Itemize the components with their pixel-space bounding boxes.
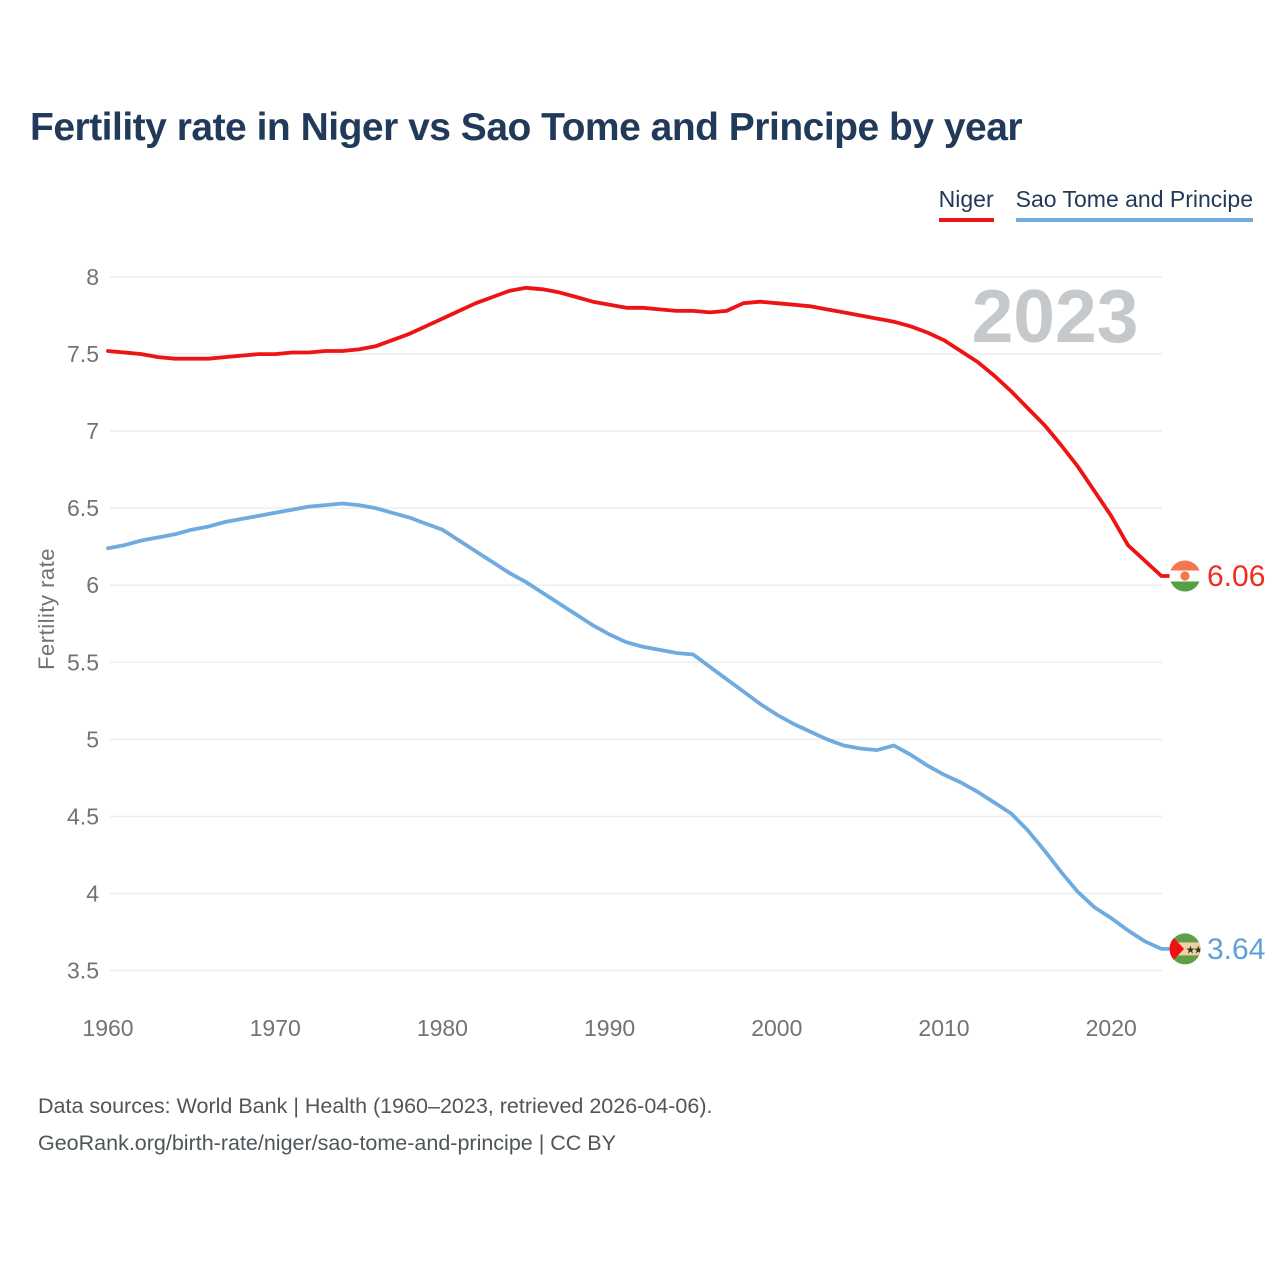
attribution-note: GeoRank.org/birth-rate/niger/sao-tome-an… — [38, 1131, 616, 1155]
legend-item-sao-tome-and-principe[interactable]: Sao Tome and Principe — [1015, 186, 1253, 222]
chart-footer: Data sources: World Bank | Health (1960–… — [38, 1088, 712, 1162]
niger-end-value: 6.06 — [1207, 560, 1265, 593]
x-tick-label: 1990 — [584, 1015, 635, 1041]
page-title: Fertility rate in Niger vs Sao Tome and … — [30, 106, 1023, 149]
niger-flag-icon — [1169, 560, 1201, 592]
legend-item-niger[interactable]: Niger — [938, 186, 994, 222]
y-tick-label: 4 — [86, 880, 99, 906]
year-watermark: 2023 — [972, 274, 1139, 358]
y-tick-label: 6 — [86, 572, 99, 598]
y-tick-label: 7 — [86, 418, 99, 444]
data-source-note: Data sources: World Bank | Health (1960–… — [38, 1094, 713, 1118]
sao-tome-and-principe-end-value: 3.64 — [1207, 933, 1265, 966]
y-tick-label: 5.5 — [67, 649, 99, 675]
niger-line — [106, 285, 1171, 578]
y-tick-label: 3.5 — [67, 957, 99, 983]
y-tick-label: 6.5 — [67, 495, 99, 521]
x-tick-label: 1980 — [417, 1015, 468, 1041]
y-tick-label: 8 — [86, 264, 99, 290]
sao-tome-and-principe-line — [106, 501, 1171, 951]
x-tick-label: 2000 — [751, 1015, 802, 1041]
svg-text:★★: ★★ — [1186, 944, 1204, 956]
legend: Niger Sao Tome and Principe — [938, 186, 1253, 222]
x-tick-label: 1960 — [82, 1015, 133, 1041]
y-tick-label: 4.5 — [67, 803, 99, 829]
x-tick-label: 2010 — [918, 1015, 969, 1041]
y-tick-label: 7.5 — [67, 341, 99, 367]
x-tick-label: 2020 — [1086, 1015, 1137, 1041]
x-tick-label: 1970 — [250, 1015, 301, 1041]
sao-tome-flag-icon: ★★ — [1169, 933, 1204, 965]
y-tick-label: 5 — [86, 726, 99, 752]
